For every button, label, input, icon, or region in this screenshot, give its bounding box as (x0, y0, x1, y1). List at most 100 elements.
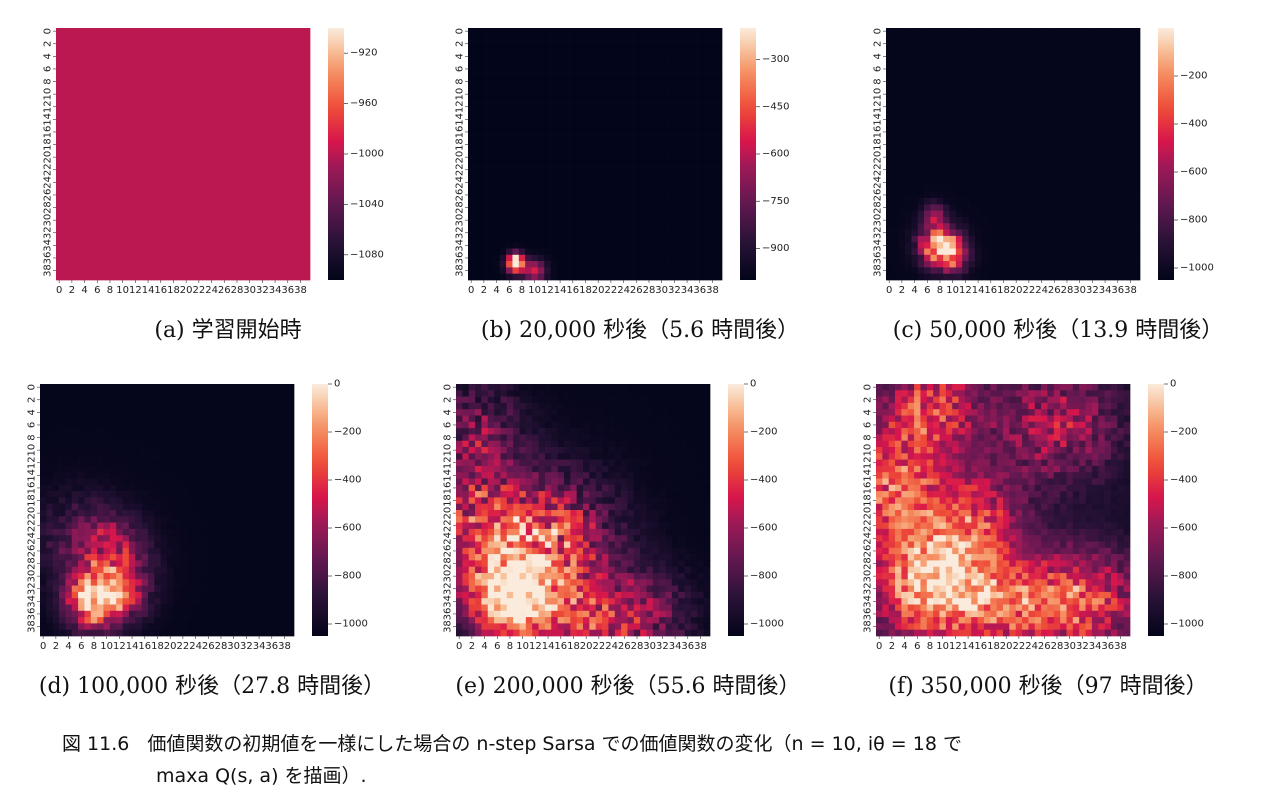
heatmap-cell (696, 128, 704, 136)
heatmap-cell (1006, 185, 1014, 193)
heatmap-cell (924, 53, 931, 60)
heatmap-cell (144, 154, 152, 161)
heatmap-cell (620, 116, 628, 123)
heatmap-cell (499, 28, 507, 35)
heatmap-cell (487, 34, 494, 41)
heatmap-cell (94, 122, 101, 130)
heatmap-cell (690, 147, 697, 155)
heatmap-cell (1082, 141, 1090, 149)
heatmap-cell (56, 84, 63, 92)
heatmap-cell (278, 46, 285, 54)
heatmap-cell (677, 248, 685, 256)
heatmap-cell (151, 122, 158, 130)
heatmap-cell (512, 229, 520, 237)
heatmap-cell (493, 254, 501, 262)
heatmap-cell (620, 217, 628, 224)
heatmap-cell (544, 72, 551, 79)
heatmap-cell (278, 122, 285, 130)
heatmap-cell (1025, 91, 1033, 98)
heatmap-cell (493, 248, 501, 256)
y-tick-label: 26 (43, 189, 54, 202)
heatmap-cell (468, 229, 475, 237)
heatmap-cell (1013, 135, 1020, 142)
heatmap-cell (981, 72, 988, 79)
heatmap-cell (544, 116, 551, 123)
heatmap-cell (1032, 91, 1039, 98)
heatmap-cell (100, 116, 108, 123)
heatmap-cell (563, 40, 570, 48)
heatmap-cell (974, 128, 982, 136)
heatmap-cell (227, 235, 235, 243)
heatmap-cell (588, 217, 596, 224)
heatmap-cell (125, 72, 133, 79)
heatmap-cell (487, 122, 494, 130)
heatmap-cell (202, 46, 209, 54)
heatmap-cell (189, 229, 197, 237)
heatmap-cell (480, 191, 488, 199)
heatmap-cell (1006, 141, 1014, 149)
heatmap-cell (221, 59, 228, 67)
heatmap-cell (157, 248, 165, 256)
heatmap-cell (1101, 84, 1109, 92)
heatmap-cell (113, 28, 120, 35)
heatmap-cell (595, 185, 602, 193)
heatmap-cell (125, 172, 133, 180)
heatmap-cell (480, 116, 488, 123)
heatmap-cell (556, 40, 564, 48)
x-tick-label: 0 (468, 285, 474, 296)
heatmap-cell (943, 154, 950, 161)
heatmap-cell (696, 229, 704, 237)
heatmap-cell (56, 185, 63, 193)
heatmap-cell (119, 72, 127, 79)
heatmap-cell (468, 273, 475, 281)
heatmap-cell (620, 242, 628, 249)
heatmap-cell (588, 223, 596, 230)
heatmap-cell (512, 160, 520, 167)
heatmap-cell (1082, 248, 1090, 256)
heatmap-cell (1114, 242, 1122, 249)
heatmap-cell (1057, 40, 1065, 48)
heatmap-cell (1025, 191, 1033, 199)
heatmap-cell (595, 116, 602, 123)
heatmap-cell (259, 217, 266, 224)
heatmap-cell (1006, 72, 1014, 79)
heatmap-cell (512, 261, 520, 268)
heatmap-cell (1038, 116, 1046, 123)
heatmap-cell (1032, 97, 1039, 104)
heatmap-cell (683, 28, 691, 35)
heatmap-cell (702, 154, 710, 161)
heatmap-cell (582, 53, 589, 60)
heatmap-cell (1044, 34, 1052, 41)
heatmap-cell (94, 72, 101, 79)
heatmap-cell (87, 147, 95, 155)
heatmap-cell (930, 223, 938, 230)
heatmap-cell (626, 34, 634, 41)
heatmap-cell (303, 34, 311, 41)
heatmap-cell (246, 91, 254, 98)
heatmap-cell (259, 172, 266, 180)
heatmap-cell (955, 28, 963, 35)
heatmap-cell (144, 40, 152, 48)
heatmap-cell (468, 109, 475, 117)
heatmap-cell (278, 273, 285, 281)
heatmap-cell (1038, 172, 1046, 180)
heatmap-cell (696, 235, 704, 243)
heatmap-cell (246, 160, 254, 167)
heatmap-cell (68, 242, 76, 249)
heatmap-cell (1114, 135, 1122, 142)
heatmap-cell (974, 97, 982, 104)
heatmap-cell (1108, 116, 1115, 123)
heatmap-cell (170, 261, 177, 268)
heatmap-cell (170, 141, 177, 149)
heatmap-cell (233, 154, 241, 161)
heatmap-cell (563, 78, 570, 86)
heatmap-cell (208, 261, 216, 268)
heatmap-cell (917, 34, 925, 41)
heatmap-cell (544, 28, 551, 35)
heatmap-cell (595, 223, 602, 230)
heatmap-cell (1076, 109, 1084, 117)
heatmap-cell (68, 28, 76, 35)
heatmap-cell (56, 166, 63, 174)
heatmap-cell (652, 217, 659, 224)
heatmap-cell (214, 172, 222, 180)
